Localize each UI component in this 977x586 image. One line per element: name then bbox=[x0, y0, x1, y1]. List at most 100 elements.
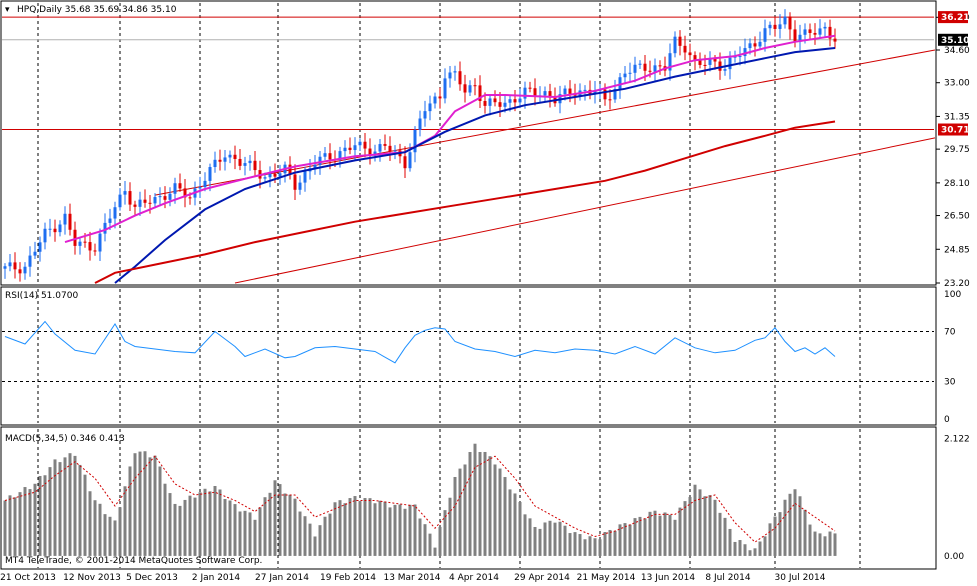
macd-bar bbox=[98, 503, 102, 556]
candle-body bbox=[788, 16, 792, 30]
macd-bar bbox=[423, 524, 427, 556]
candle-body bbox=[338, 151, 342, 160]
macd-bar bbox=[188, 495, 192, 556]
macd-bar bbox=[133, 453, 137, 556]
candle-body bbox=[693, 55, 697, 61]
macd-bar bbox=[813, 531, 817, 556]
macd-bar bbox=[233, 504, 237, 556]
candle-body bbox=[293, 174, 297, 190]
candle-body bbox=[798, 34, 802, 42]
candle-body bbox=[238, 158, 242, 166]
macd-bar bbox=[83, 474, 87, 556]
candle-body bbox=[118, 194, 122, 208]
macd-bar bbox=[43, 475, 47, 556]
macd-bar bbox=[658, 515, 662, 556]
macd-bar bbox=[453, 476, 457, 556]
candle-body bbox=[243, 163, 247, 166]
macd-bar bbox=[638, 516, 642, 556]
macd-bar bbox=[118, 507, 122, 556]
macd-signal-line bbox=[4, 455, 836, 543]
macd-bar bbox=[273, 480, 277, 556]
macd-bar bbox=[23, 487, 27, 556]
macd-bar bbox=[18, 492, 22, 556]
candle-body bbox=[58, 224, 62, 233]
candle-body bbox=[543, 91, 547, 96]
candle-body bbox=[783, 16, 787, 25]
macd-bar bbox=[553, 522, 557, 556]
candle-body bbox=[378, 144, 382, 152]
macd-bar bbox=[163, 483, 167, 556]
macd-bar bbox=[283, 493, 287, 556]
candle-body bbox=[513, 99, 517, 103]
macd-bar bbox=[693, 484, 697, 556]
macd-bar bbox=[393, 504, 397, 556]
candle-body bbox=[8, 262, 12, 267]
macd-bar bbox=[343, 503, 347, 556]
candle-body bbox=[478, 85, 482, 101]
candle-body bbox=[463, 84, 467, 93]
candle-body bbox=[433, 96, 437, 104]
price-tick-label: 29.75 bbox=[944, 145, 970, 155]
candle-body bbox=[368, 148, 372, 156]
rsi-tick-label: 100 bbox=[944, 290, 961, 300]
macd-bar bbox=[438, 526, 442, 556]
macd-bar bbox=[433, 547, 437, 556]
macd-header: MACD(5,34,5) 0.346 0.413 bbox=[5, 434, 125, 444]
macd-bar bbox=[68, 453, 72, 556]
candle-body bbox=[713, 59, 717, 62]
macd-bar bbox=[248, 512, 252, 556]
candle-body bbox=[438, 96, 442, 99]
candle-body bbox=[203, 180, 207, 188]
candle-body bbox=[718, 61, 722, 71]
macd-bar bbox=[468, 452, 472, 556]
candle-body bbox=[773, 24, 777, 29]
macd-bar bbox=[223, 499, 227, 556]
candle-body bbox=[763, 28, 767, 42]
macd-bar bbox=[648, 511, 652, 556]
candle-body bbox=[93, 250, 97, 252]
candle-body bbox=[188, 197, 192, 199]
candle-body bbox=[363, 141, 367, 149]
candle-body bbox=[18, 269, 22, 274]
macd-bar bbox=[418, 518, 422, 556]
candle-body bbox=[173, 183, 177, 194]
candle-body bbox=[548, 91, 552, 98]
macd-bar bbox=[208, 491, 212, 556]
candle-body bbox=[638, 63, 642, 65]
price-tick-label: 23.20 bbox=[944, 279, 970, 289]
macd-bar bbox=[593, 538, 597, 556]
macd-bar bbox=[488, 456, 492, 556]
macd-bar bbox=[673, 519, 677, 556]
macd-bar bbox=[613, 530, 617, 556]
price-horizontal-levels bbox=[2, 16, 934, 131]
symbol-header-icon: ▾ bbox=[5, 5, 10, 15]
price-tick-label: 24.85 bbox=[944, 245, 970, 255]
macd-bar bbox=[193, 497, 197, 556]
macd-bar bbox=[793, 489, 797, 556]
macd-bar bbox=[398, 504, 402, 556]
candle-body bbox=[208, 167, 212, 181]
macd-bar bbox=[158, 466, 162, 556]
candle-body bbox=[528, 87, 532, 89]
macd-bar bbox=[13, 497, 17, 556]
trendline bbox=[154, 49, 936, 196]
macd-bar bbox=[558, 521, 562, 556]
candle-body bbox=[813, 32, 817, 35]
candle-body bbox=[608, 99, 612, 101]
candle-body bbox=[73, 229, 77, 246]
macd-bar bbox=[788, 493, 792, 556]
macd-bar bbox=[713, 499, 717, 556]
candle-body bbox=[488, 98, 492, 106]
x-tick-label: 29 Apr 2014 bbox=[514, 573, 570, 583]
macd-bar bbox=[348, 498, 352, 556]
candle-body bbox=[723, 69, 727, 71]
candle-body bbox=[143, 199, 147, 203]
candle-body bbox=[603, 89, 607, 100]
macd-bar bbox=[333, 502, 337, 556]
macd-bar bbox=[403, 508, 407, 556]
candle-body bbox=[263, 177, 267, 179]
x-tick-label: 2 Jan 2014 bbox=[192, 573, 240, 583]
macd-bar bbox=[368, 498, 372, 556]
candle-body bbox=[298, 182, 302, 190]
candle-body bbox=[383, 144, 387, 146]
